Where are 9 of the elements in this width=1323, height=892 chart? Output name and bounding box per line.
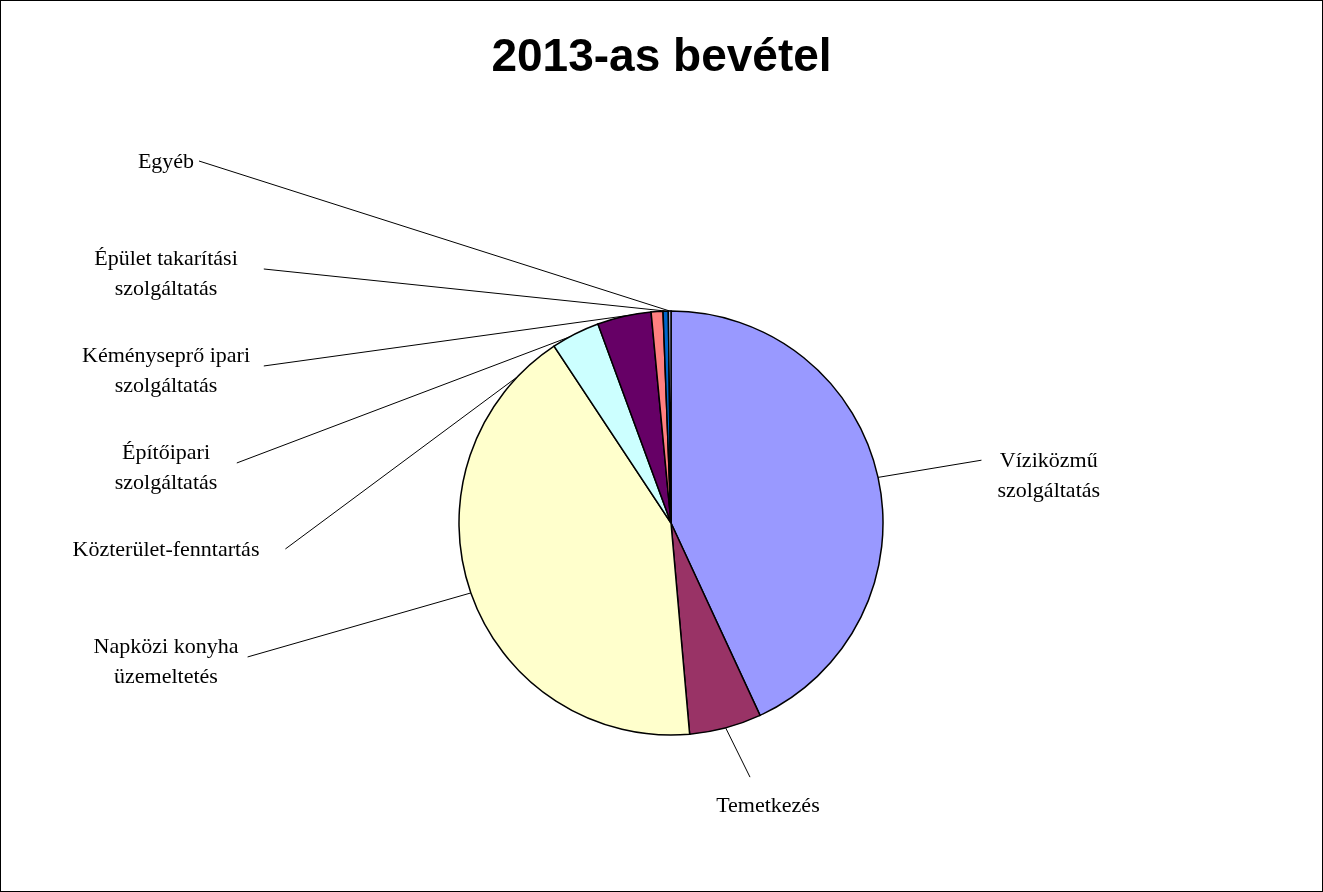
chart-title: 2013-as bevétel	[491, 29, 832, 81]
slice-label: Egyéb	[137, 148, 195, 173]
slice-label: Napközi konyha üzemeltetés	[93, 632, 239, 688]
slice-label: Közterület-fenntartás	[72, 535, 260, 561]
slice-label: Kéményseprő ipari szolgáltatás	[82, 341, 250, 397]
slice-label: Épület takarítási szolgáltatás	[94, 244, 238, 300]
slice-label: Építőipari szolgáltatás	[114, 438, 218, 494]
slice-label: Temetkezés	[716, 792, 820, 818]
slice-label: Víziközmű szolgáltatás	[997, 447, 1101, 503]
